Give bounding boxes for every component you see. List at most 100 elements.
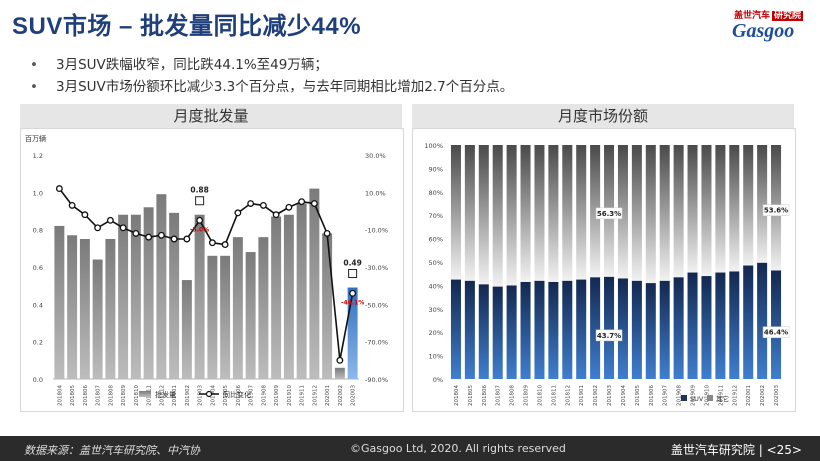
x-tick-label: 201908 — [677, 385, 683, 406]
x-tick-label: 202002 — [338, 385, 344, 406]
wholesale-bar — [220, 255, 231, 379]
wholesale-bar — [143, 207, 154, 379]
other-label-box — [762, 204, 790, 216]
x-tick-label: 201909 — [691, 385, 697, 406]
other-share-bar — [534, 145, 545, 281]
page-title: SUV市场 – 批发量同比减少44% — [12, 13, 362, 40]
other-share-bar — [687, 145, 698, 273]
x-tick-label: 201903 — [198, 385, 204, 406]
x-tick-label: 201904 — [210, 385, 216, 406]
suv-share-bar — [757, 262, 768, 379]
x-tick-label: 201810 — [134, 385, 140, 406]
legend-suv-swatch — [681, 395, 687, 401]
x-tick-label: 202001 — [325, 385, 331, 406]
yoy-change-point — [323, 229, 331, 237]
x-tick-label: 201906 — [236, 385, 242, 406]
wholesale-bar — [118, 214, 129, 379]
x-tick-label: 201906 — [649, 385, 655, 406]
yoy-change-point — [336, 356, 344, 364]
other-share-bar — [617, 145, 628, 279]
x-tick-label: 201805 — [468, 385, 474, 406]
suv-share-bar — [562, 280, 573, 379]
wholesale-bar — [194, 214, 205, 379]
x-tick-label: 201911 — [300, 385, 306, 406]
other-share-bar — [562, 145, 573, 281]
right-y-tick-label: 30.0% — [365, 152, 386, 160]
left-chart-title: 月度批发量 — [20, 104, 402, 128]
x-tick-label: 201905 — [223, 385, 229, 406]
y-tick-label: 100% — [424, 142, 443, 150]
suv-share-bar — [590, 277, 601, 379]
y-axis-unit-label: 百万辆 — [25, 134, 46, 143]
wholesale-bar — [67, 235, 78, 379]
y-tick-label: 0% — [433, 376, 443, 384]
footer-bar: 数据来源：盖世汽车研究院、中汽协 ©Gasgoo Ltd, 2020. All … — [0, 436, 820, 461]
suv-share-bar — [673, 277, 684, 379]
suv-share-bar — [548, 281, 559, 379]
value-data-label: 0.88 — [190, 186, 209, 195]
x-tick-label: 201808 — [108, 385, 114, 406]
yoy-change-point — [298, 198, 306, 206]
x-tick-label: 201812 — [159, 385, 165, 406]
yoy-change-point — [310, 200, 318, 207]
x-tick-label: 201806 — [83, 385, 89, 406]
suv-share-bar — [576, 279, 587, 379]
x-tick-label: 201902 — [185, 385, 191, 406]
right-y-tick-label: -50.0% — [365, 301, 388, 309]
other-data-label: 53.6% — [764, 207, 788, 215]
x-tick-label: 201905 — [635, 385, 641, 406]
other-share-bar — [701, 145, 712, 277]
wholesale-bar — [207, 255, 218, 379]
x-tick-label: 201804 — [57, 385, 63, 406]
yoy-change-line — [58, 188, 354, 361]
suv-share-bar — [520, 281, 531, 379]
suv-share-bar — [659, 280, 670, 379]
yoy-change-point — [221, 241, 229, 249]
x-tick-label: 201907 — [663, 385, 669, 406]
wholesale-bar — [245, 252, 256, 379]
footer-copyright: ©Gasgoo Ltd, 2020. All rights reserved — [350, 442, 566, 455]
suv-share-bar — [506, 285, 517, 379]
yoy-change-point — [170, 235, 178, 243]
legend-bar-swatch — [139, 391, 151, 397]
x-tick-label: 201809 — [524, 385, 530, 406]
suv-share-bar — [645, 283, 656, 379]
x-tick-label: 201807 — [96, 385, 102, 406]
value-marker — [348, 269, 358, 279]
wholesale-bar — [309, 188, 320, 379]
bullet-list: 3月SUV跌幅收窄，同比跌44.1%至49万辆； 3月SUV市场份额环比减少3.… — [30, 54, 513, 98]
x-tick-label: 201807 — [496, 385, 502, 406]
legend-line-marker — [205, 390, 213, 398]
x-tick-label: 201903 — [607, 385, 613, 406]
suv-share-bar — [464, 280, 475, 379]
x-tick-label: 202002 — [760, 385, 766, 406]
other-share-bar — [590, 145, 601, 278]
x-tick-label: 201911 — [718, 385, 724, 406]
yoy-change-point — [119, 224, 127, 232]
x-tick-label: 201804 — [454, 385, 460, 406]
right-chart-title: 月度市场份额 — [412, 104, 794, 128]
suv-share-bar — [492, 286, 503, 379]
wholesale-bar — [169, 212, 180, 379]
yoy-change-point — [272, 211, 280, 219]
suv-label-box — [762, 326, 790, 338]
suv-share-bar — [715, 272, 726, 379]
yoy-change-point — [285, 203, 293, 211]
other-label-box — [595, 207, 623, 220]
wholesale-bar — [54, 225, 65, 379]
bullet-item: 3月SUV跌幅收窄，同比跌44.1%至49万辆； — [30, 54, 513, 76]
wholesale-bar — [258, 237, 269, 379]
gasgoo-logo: 盖世汽车 研究院 Gasgoo — [714, 8, 806, 48]
suv-share-bar — [478, 284, 489, 379]
other-share-bar — [631, 145, 642, 281]
right-y-tick-label: -30.0% — [365, 264, 388, 272]
footer-org: 盖世汽车研究院 | <25> — [670, 443, 802, 457]
wholesale-bar — [79, 239, 90, 379]
y-tick-label: 20% — [429, 329, 443, 337]
market-share-chart: 0% 10% 20% 30% 40% 50% 60% 70% 80% 90% 100% 201804 2… — [424, 142, 790, 406]
other-share-bar — [464, 145, 475, 281]
x-tick-label: 201912 — [732, 385, 738, 406]
yoy-change-point — [208, 239, 216, 247]
other-share-bar — [743, 145, 754, 266]
suv-share-bar — [743, 265, 754, 379]
